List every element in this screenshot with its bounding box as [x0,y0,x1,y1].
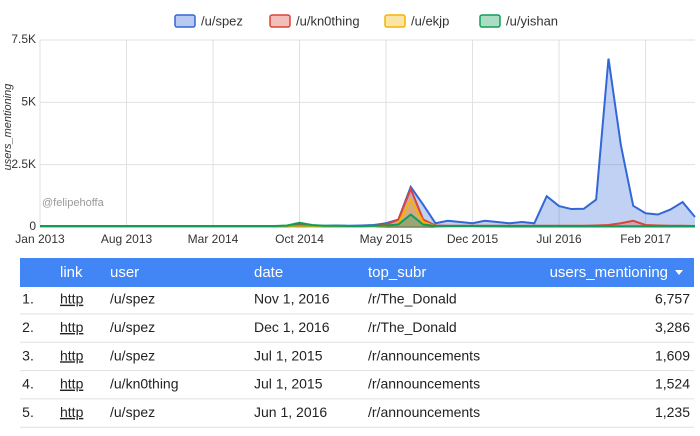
legend-swatch [174,14,196,28]
table-cell[interactable]: http [60,319,84,335]
area [40,58,695,227]
legend-label: /u/spez [201,13,243,28]
column-header[interactable]: top_subr [368,264,426,281]
area [40,189,695,227]
legend-label: /u/ekjp [411,13,449,28]
table-cell: 5. [22,404,34,420]
legend-label: /u/kn0thing [296,13,360,28]
table-cell: Jul 1, 2015 [254,347,323,363]
table-cell: 2. [22,319,34,335]
table-cell: 4. [22,376,34,392]
x-tick-label: Dec 2015 [447,232,499,246]
table-cell[interactable]: http [60,347,84,363]
table-cell: /r/announcements [368,404,480,420]
legend-swatch [479,14,501,28]
y-tick-label: 2.5K [11,157,36,171]
column-header[interactable]: date [254,264,283,281]
table-cell[interactable]: http [60,376,84,392]
column-header[interactable]: user [110,264,139,281]
x-tick-label: Jul 2016 [536,232,582,246]
sort-arrow[interactable] [675,270,683,275]
table-cell: 6,757 [655,291,690,307]
line [40,213,695,228]
table-cell: 1,524 [655,376,690,392]
y-axis-label: users_mentioning [2,83,14,171]
column-header[interactable]: link [60,264,83,281]
table-cell: Jul 1, 2015 [254,376,323,392]
table: link user date top_subr users_mentioning 1. ht… [20,264,694,428]
table-cell: Jun 1, 2016 [254,404,327,420]
table-cell: 1,235 [655,404,690,420]
table-cell: /r/announcements [368,376,480,392]
x-tick-label: May 2015 [360,232,413,246]
x-tick-label: Aug 2013 [101,232,153,246]
table-cell: /u/spez [110,347,155,363]
y-tick-label: 5K [21,95,36,109]
x-tick-label: Feb 2017 [620,232,671,246]
table-cell: /r/The_Donald [368,291,457,307]
table-cell: 3. [22,347,34,363]
table-cell: 1,609 [655,347,690,363]
table-cell: /r/The_Donald [368,319,457,335]
y-tick-label: 7.5K [11,32,36,46]
table-cell: 3,286 [655,319,690,335]
x-tick-label: Jan 2013 [15,232,65,246]
table-cell: /u/spez [110,291,155,307]
legend-swatch [384,14,406,28]
column-header[interactable]: users_mentioning [550,264,668,281]
table-cell[interactable]: http [60,291,84,307]
watermark: @felipehoffa [42,197,105,209]
table-cell: Nov 1, 2016 [254,291,330,307]
y-tick-label: 0 [29,219,36,233]
legend-swatch [269,14,291,28]
table-cell: /u/kn0thing [110,376,179,392]
table-cell[interactable]: http [60,404,84,420]
x-tick-label: Oct 2014 [275,232,324,246]
table-cell: 1. [22,291,34,307]
legend-label: /u/yishan [506,13,558,28]
table-cell: /r/announcements [368,347,480,363]
table-cell: Dec 1, 2016 [254,319,330,335]
table-header [20,258,694,287]
x-tick-label: Mar 2014 [188,232,239,246]
table-cell: /u/spez [110,404,155,420]
table-cell: /u/spez [110,319,155,335]
